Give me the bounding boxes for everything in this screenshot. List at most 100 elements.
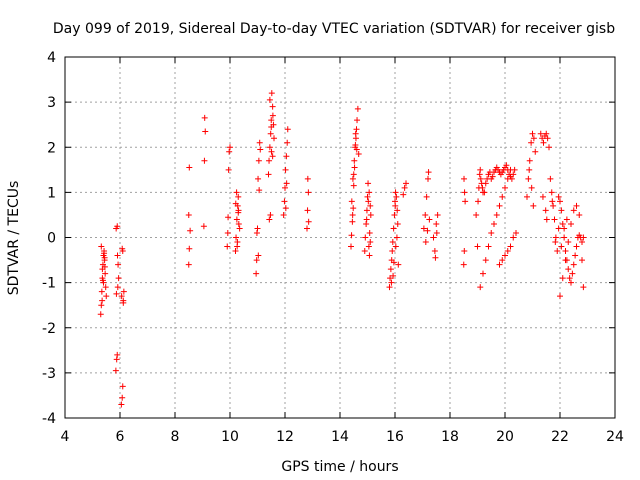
data-point <box>426 216 433 223</box>
data-point <box>493 211 500 218</box>
data-point <box>579 239 585 246</box>
data-point <box>570 261 577 268</box>
data-point <box>234 243 241 250</box>
data-point <box>510 171 517 178</box>
data-point <box>305 218 312 225</box>
data-point <box>549 198 556 205</box>
data-point <box>352 141 359 148</box>
data-point <box>365 180 372 187</box>
data-point <box>349 211 356 218</box>
data-point <box>425 169 432 176</box>
data-point <box>532 148 539 155</box>
data-point <box>363 207 370 214</box>
data-point <box>477 175 484 182</box>
data-point <box>255 175 262 182</box>
chart-title: Day 099 of 2019, Sidereal Day-to-day VTE… <box>53 21 615 37</box>
data-point <box>572 252 579 259</box>
x-tick-label: 8 <box>171 429 180 445</box>
data-point <box>114 284 121 291</box>
data-point <box>361 248 368 255</box>
data-point <box>555 225 562 232</box>
data-point <box>268 148 275 155</box>
data-point <box>482 257 489 264</box>
data-point <box>200 223 207 230</box>
y-tick-label: 0 <box>47 231 56 247</box>
data-point <box>539 193 546 200</box>
data-point <box>510 234 517 241</box>
data-point <box>185 211 192 218</box>
data-point <box>351 164 358 171</box>
data-point <box>562 257 569 264</box>
data-point <box>349 218 356 225</box>
data-point <box>354 105 361 112</box>
data-point <box>526 157 533 164</box>
data-point <box>530 202 537 209</box>
data-point <box>282 205 289 212</box>
data-point <box>224 229 231 236</box>
data-point <box>559 220 566 227</box>
data-point <box>119 383 126 390</box>
data-point <box>225 214 232 221</box>
data-point <box>557 198 563 205</box>
data-point <box>420 225 427 232</box>
data-point <box>269 103 276 110</box>
data-point <box>473 211 480 218</box>
y-tick-label: -2 <box>42 321 56 337</box>
x-tick-label: 6 <box>116 429 125 445</box>
data-point <box>528 139 535 146</box>
data-point <box>503 162 510 169</box>
data-point <box>282 184 288 191</box>
x-tick-label: 4 <box>61 429 70 445</box>
data-point <box>400 191 407 198</box>
data-point <box>352 130 359 137</box>
data-point <box>235 193 242 200</box>
data-point <box>461 248 468 255</box>
data-point <box>391 211 398 218</box>
data-point <box>269 153 276 160</box>
data-point <box>269 112 276 119</box>
data-point <box>569 270 576 277</box>
data-point <box>389 239 396 246</box>
data-point <box>362 234 369 241</box>
data-point <box>386 284 393 291</box>
data-point <box>119 245 126 252</box>
data-point <box>477 284 484 291</box>
data-point <box>550 202 557 209</box>
data-point <box>235 220 242 227</box>
data-point <box>485 243 492 250</box>
x-tick-label: 14 <box>331 429 349 445</box>
data-point <box>283 180 290 187</box>
data-point <box>395 261 402 268</box>
data-point <box>502 252 508 259</box>
data-point <box>367 239 374 246</box>
data-point <box>351 157 358 164</box>
data-point <box>546 144 552 151</box>
data-point <box>271 135 277 142</box>
data-point <box>561 234 568 241</box>
data-point <box>477 166 484 173</box>
data-point <box>99 297 106 304</box>
data-point <box>394 207 401 214</box>
data-point <box>488 229 495 236</box>
data-point <box>284 126 291 133</box>
data-point <box>201 157 208 164</box>
data-point <box>257 146 264 153</box>
data-point <box>401 184 408 191</box>
data-point <box>202 128 209 135</box>
data-point <box>266 96 273 103</box>
data-point <box>225 166 232 173</box>
data-point <box>350 182 357 189</box>
data-point <box>474 243 481 250</box>
data-point <box>562 248 569 255</box>
data-point <box>367 202 374 209</box>
data-point <box>394 220 401 227</box>
data-point <box>460 261 467 268</box>
data-point <box>393 193 400 200</box>
data-point <box>579 257 585 264</box>
y-tick-label: -3 <box>42 366 56 382</box>
data-point <box>266 157 273 164</box>
data-point <box>551 216 558 223</box>
data-point <box>580 284 587 291</box>
data-point <box>392 189 399 196</box>
